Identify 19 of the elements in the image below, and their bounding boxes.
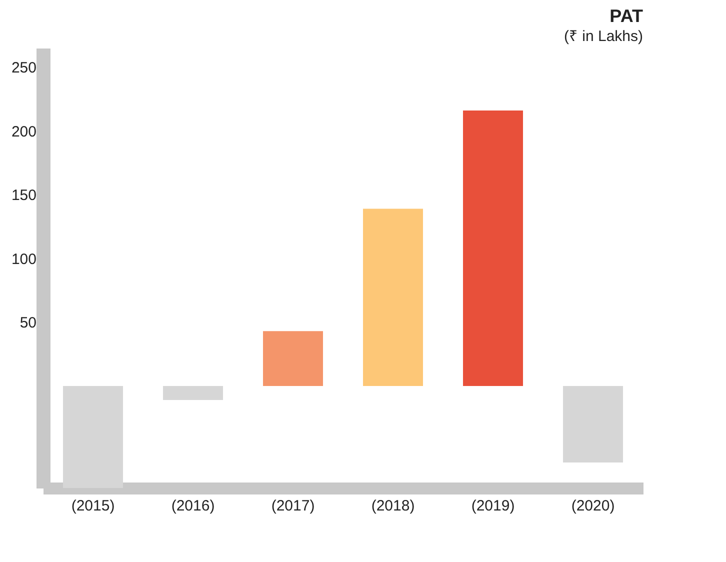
x-tick-label: (2020) (571, 498, 615, 514)
bar (63, 386, 123, 488)
bar (563, 386, 623, 462)
y-tick-label: 200 (11, 123, 36, 140)
x-tick-label: (2015) (71, 498, 115, 514)
x-tick-label: (2016) (171, 498, 215, 514)
bar (163, 386, 223, 400)
y-tick-label: 50 (20, 314, 36, 332)
bar (363, 208, 423, 386)
y-tick-label: 150 (11, 187, 36, 204)
bar (263, 331, 323, 386)
chart-title: PAT (610, 6, 644, 26)
x-tick-label: (2017) (271, 498, 315, 514)
y-tick-label: 250 (11, 60, 36, 77)
y-tick-label: 100 (11, 250, 36, 268)
x-tick-label: (2018) (371, 498, 415, 514)
bar (463, 110, 523, 386)
x-tick-label: (2019) (471, 498, 515, 514)
chart-subtitle: (₹ in Lakhs) (564, 28, 643, 45)
